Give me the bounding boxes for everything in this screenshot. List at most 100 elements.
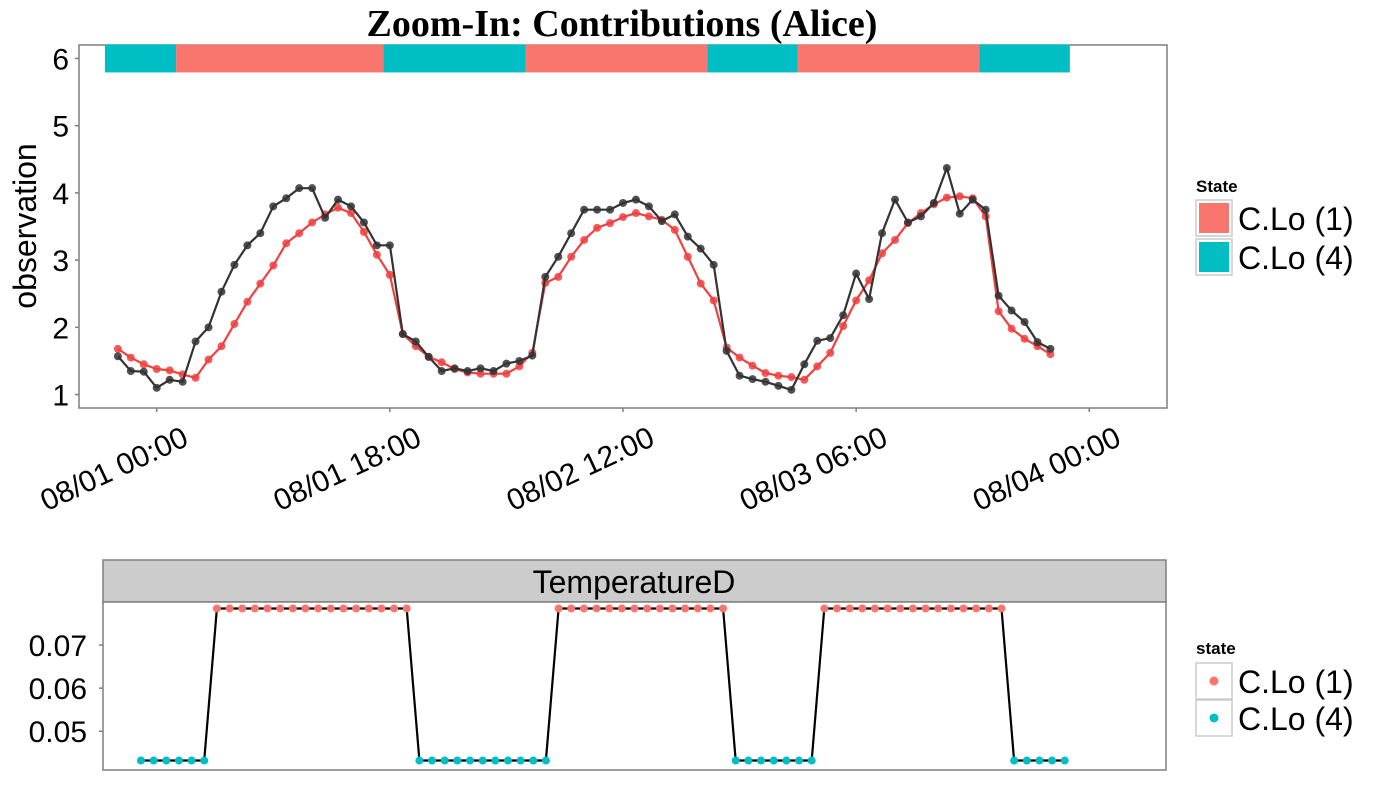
temperature-point [339,604,348,613]
observed-point [191,337,200,346]
fitted-point [295,229,304,238]
x-tick-label: 08/02 12:00 [502,421,660,518]
fitted-point [696,279,705,288]
temperature-point [870,604,879,613]
fitted-point [580,235,589,244]
temperature-point [769,756,778,765]
fitted-point [826,348,835,357]
observed-point [567,229,576,238]
fitted-point [955,192,964,201]
observed-point [113,352,122,361]
temperature-point [630,604,639,613]
observed-point [903,218,912,227]
temperature-point [681,604,690,613]
observed-point [826,334,835,343]
observed-point [295,184,304,193]
temperature-point [567,604,576,613]
observed-point [398,330,407,339]
bottom-series-group [136,604,1069,765]
observed-point [606,205,615,214]
fitted-point [800,375,809,384]
state-bar-segment-2 [176,44,384,73]
fitted-point [139,360,148,369]
top-panel: Zoom-In: Contributions (Alice) 1 2 3 4 5 6 08… [7,3,1168,518]
observed-point [1007,306,1016,315]
temperature-point [187,756,196,765]
observed-point [204,323,213,332]
observed-series [113,164,1055,394]
temperature-point [908,604,917,613]
facet-strip-label: TemperatureD [533,564,736,600]
observed-point [230,260,239,269]
fitted-point [165,366,174,375]
observed-point [1033,338,1042,347]
y-tick-label: 6 [52,43,69,76]
observed-point [1020,317,1029,326]
temperature-point [377,604,386,613]
x-tick-label: 08/01 18:00 [269,421,427,518]
observed-point [852,269,861,278]
temperature-point [465,756,474,765]
fitted-point [878,249,887,258]
temperature-point [1048,756,1057,765]
temperature-point [693,604,702,613]
temperature-point [883,604,892,613]
fitted-point [385,270,394,279]
observed-point [709,260,718,269]
y-axis-label: observation [7,143,43,308]
observed-point [748,375,757,384]
temperature-point [554,604,563,613]
temperature-point [782,756,791,765]
temperature-point [820,604,829,613]
temperature-point [896,604,905,613]
observed-point [282,194,291,203]
temperature-point [984,604,993,613]
fitted-point [554,272,563,281]
top-y-axis: 1 2 3 4 5 6 [52,43,79,413]
observed-point [696,244,705,253]
observed-point [657,217,666,226]
observed-point [929,198,938,207]
legend-top-swatch-1 [1199,203,1229,233]
fitted-point [865,276,874,285]
legend-top: State C.Lo (1) C.Lo (4) [1195,177,1354,276]
fitted-point [217,342,226,351]
state-bar-segment-6 [797,44,980,73]
fitted-point [308,218,317,227]
temperature-point [592,604,601,613]
temperature-point [668,604,677,613]
x-tick-label: 08/04 00:00 [968,421,1126,518]
y-tick-label: 4 [52,178,69,211]
observed-point [152,383,161,392]
temperature-point [263,604,272,613]
fitted-point [774,371,783,380]
temperature-point [238,604,247,613]
fitted-point [852,296,861,305]
observed-point [372,241,381,250]
legend-top-swatch-2 [1199,242,1229,272]
temperature-point [136,756,145,765]
bottom-y-tick-label: 0.05 [29,716,87,749]
state-bar-segment-5 [707,44,798,73]
bottom-y-tick-label: 0.07 [29,630,87,663]
observed-point [735,371,744,380]
temperature-point [326,604,335,613]
fitted-point [813,362,822,371]
temperature-point [757,756,766,765]
top-x-axis: 08/01 00:00 08/01 18:00 08/02 12:00 08/03 0… [36,408,1126,518]
y-tick-label: 1 [52,380,69,413]
temperature-point [415,756,424,765]
fitted-point [748,361,757,370]
temperature-point [921,604,930,613]
fitted-point [670,225,679,234]
fitted-point [567,252,576,261]
fitted-point [372,250,381,259]
facet-strip [102,559,1167,603]
observed-point [515,356,524,365]
temperature-point [946,604,955,613]
legend-bottom: state C.Lo (1) C.Lo (4) [1195,639,1354,737]
fitted-point [359,227,368,236]
observed-point [878,229,887,238]
temperature-point [250,604,259,613]
observed-point [670,210,679,219]
